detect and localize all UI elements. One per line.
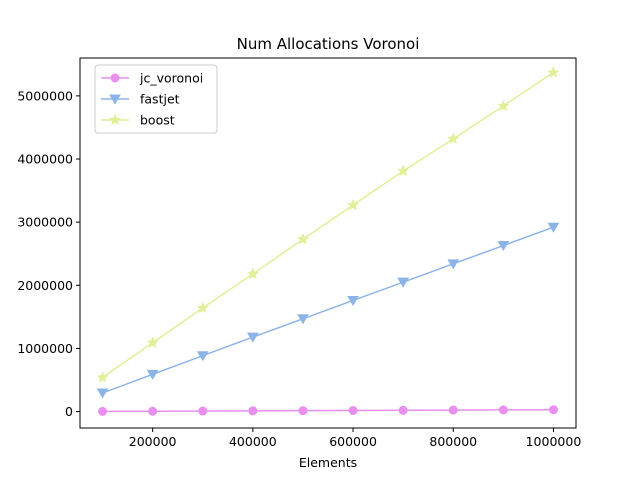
x-tick-label: 200000	[129, 434, 177, 449]
legend-marker-fastjet	[109, 94, 121, 105]
data-point-fastjet	[347, 295, 359, 306]
series-line-boost	[102, 71, 554, 379]
data-point-boost	[196, 301, 209, 314]
legend-marker-boost	[108, 113, 122, 126]
legend-marker-jc_voronoi	[110, 73, 120, 83]
y-tick-label: 0	[65, 404, 73, 419]
data-point-boost	[96, 371, 109, 383]
data-point-jc_voronoi	[148, 406, 158, 416]
data-point-fastjet	[146, 369, 159, 380]
data-point-boost	[447, 132, 460, 144]
data-point-jc_voronoi	[448, 405, 458, 415]
data-point-fastjet	[447, 259, 460, 270]
data-point-boost	[146, 336, 159, 348]
data-point-fastjet	[96, 388, 109, 399]
data-point-jc_voronoi	[298, 406, 308, 416]
y-tick-label: 1000000	[17, 341, 73, 356]
legend-item-boost: boost	[101, 113, 175, 128]
series-layer	[96, 66, 560, 416]
data-point-jc_voronoi	[348, 405, 358, 415]
x-tick-label: 600000	[329, 434, 377, 449]
series-boost	[96, 66, 560, 383]
x-axis-title: Elements	[299, 455, 357, 470]
data-point-boost	[397, 164, 410, 177]
series-line-jc_voronoi	[102, 408, 554, 413]
data-point-jc_voronoi	[548, 405, 558, 415]
x-tick-label: 400000	[229, 434, 277, 449]
data-point-fastjet	[196, 351, 209, 362]
data-point-fastjet	[297, 314, 309, 325]
data-point-jc_voronoi	[248, 406, 258, 416]
legend-box	[94, 64, 218, 134]
legend-label: jc_voronoi	[139, 71, 203, 86]
series-line-fastjet	[102, 226, 554, 394]
data-point-boost	[347, 198, 360, 211]
y-tick-label: 4000000	[17, 152, 73, 167]
data-point-fastjet	[547, 222, 560, 233]
data-point-fastjet	[497, 241, 510, 252]
series-fastjet	[96, 222, 560, 399]
y-axis: 0 1000000 2000000 3000000 4000000 5000000	[17, 88, 80, 419]
data-point-boost	[296, 232, 309, 245]
data-point-boost	[246, 267, 259, 280]
x-tick-label: 1000000	[526, 434, 582, 449]
data-point-jc_voronoi	[398, 405, 408, 415]
y-tick-label: 2000000	[17, 278, 73, 293]
data-point-boost	[547, 66, 560, 78]
data-point-jc_voronoi	[98, 406, 108, 416]
y-tick-label: 5000000	[17, 88, 73, 103]
series-jc_voronoi	[98, 405, 558, 416]
data-point-jc_voronoi	[198, 406, 208, 416]
legend-item-jc_voronoi: jc_voronoi	[101, 71, 203, 86]
y-tick-label: 3000000	[17, 215, 73, 230]
legend-label: fastjet	[140, 92, 180, 107]
x-tick-label: 800000	[429, 434, 477, 449]
data-point-jc_voronoi	[498, 405, 508, 415]
data-point-fastjet	[246, 332, 259, 343]
x-axis: 200000 400000 600000 800000 1000000	[129, 428, 582, 449]
legend-label: boost	[140, 113, 175, 128]
chart-title: Num Allocations Voronoi	[237, 35, 420, 53]
data-point-fastjet	[397, 277, 410, 288]
data-point-boost	[497, 99, 510, 112]
legend-item-fastjet: fastjet	[101, 92, 180, 107]
